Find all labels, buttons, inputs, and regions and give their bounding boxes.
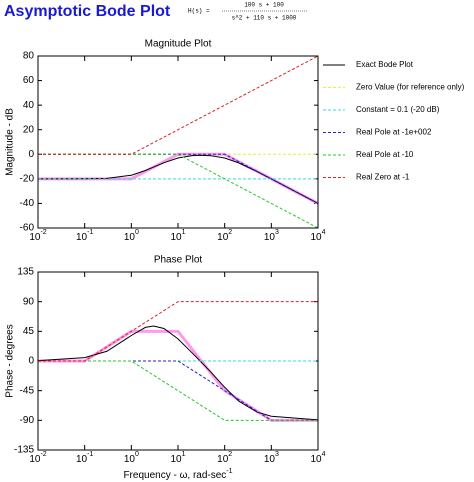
x-tick-base: 10 [310,232,322,243]
x-tick-exponent: 1 [182,451,186,458]
x-tick-label: 101 [170,451,185,465]
x-axis-label: Frequency - ω, rad-sec-1 [123,468,232,481]
y-tick-label: 90 [23,296,35,307]
y-tick-label: -45 [20,385,35,396]
formula-lhs: H(s) = [188,8,210,15]
legend-label: Real Zero at -1 [356,173,410,182]
x-tick-base: 10 [76,454,88,465]
plot-title: Magnitude Plot [145,39,212,50]
x-tick-base: 10 [170,232,182,243]
x-tick-base: 10 [76,232,88,243]
x-tick-exponent: 0 [135,229,139,236]
x-tick-exponent: -2 [40,451,46,458]
x-tick-label: 10-1 [76,229,93,243]
x-tick-base: 10 [217,232,229,243]
x-tick-exponent: 0 [135,451,139,458]
series-line [37,325,319,421]
series-line [37,154,319,204]
y-tick-label: 60 [23,75,35,86]
y-tick-label: 0 [28,356,34,367]
x-tick-base: 10 [217,454,229,465]
y-tick-label: -40 [20,198,35,209]
formula-numerator: 100 s + 100 [244,2,284,9]
y-tick-label: -90 [20,415,35,426]
x-tick-label: 100 [124,451,139,465]
y-tick-label: 135 [17,267,34,278]
series-line [38,301,318,362]
y-tick-label: -60 [20,223,35,234]
legend-label: Zero Value (for reference only) [356,83,465,92]
x-tick-label: 103 [264,451,279,465]
x-tick-exponent: 1 [182,229,186,236]
x-tick-exponent: 2 [228,451,232,458]
x-tick-label: 101 [170,229,185,243]
page-title: Asymptotic Bode Plot [4,3,171,20]
x-tick-exponent: -2 [40,229,46,236]
x-axis-label-text: Frequency - ω, rad-sec [123,470,226,481]
x-tick-label: 104 [310,229,325,243]
plot-frame [37,271,319,451]
x-tick-exponent: 3 [275,451,279,458]
x-tick-label: 10-1 [76,451,93,465]
y-tick-label: 20 [23,124,35,135]
x-tick-label: 104 [310,451,325,465]
y-tick-label: 0 [28,149,34,160]
legend-label: Constant = 0.1 (-20 dB) [356,105,440,114]
x-tick-exponent: 3 [275,229,279,236]
x-tick-label: 10-2 [29,229,46,243]
x-tick-base: 10 [264,454,276,465]
y-tick-label: -135 [14,445,34,456]
y-axis-label: Phase - degrees [5,324,16,397]
legend-label: Real Pole at -1e+002 [356,128,432,137]
x-tick-exponent: 2 [228,229,232,236]
x-tick-exponent: 4 [322,229,326,236]
x-tick-base: 10 [29,454,41,465]
x-axis-label-exponent: -1 [226,468,232,475]
x-tick-exponent: -1 [87,229,93,236]
series-line [38,55,319,155]
y-tick-label: -20 [20,173,35,184]
plot-area [38,56,318,228]
y-tick-label: 40 [23,100,35,111]
x-tick-label: 10-2 [29,451,46,465]
x-tick-base: 10 [170,454,182,465]
x-tick-base: 10 [264,232,276,243]
plot-title: Phase Plot [154,255,203,266]
x-tick-label: 100 [124,229,139,243]
x-tick-label: 102 [217,451,232,465]
y-tick-label: 80 [23,51,35,62]
x-tick-label: 103 [264,229,279,243]
legend-label: Exact Bode Plot [356,60,414,69]
x-tick-base: 10 [124,454,136,465]
formula-denominator: s^2 + 110 s + 1000 [232,15,297,22]
x-tick-base: 10 [29,232,41,243]
y-tick-label: 45 [23,326,35,337]
x-tick-base: 10 [310,454,322,465]
x-tick-exponent: -1 [87,451,93,458]
legend-label: Real Pole at -10 [356,150,414,159]
y-axis-label: Magnitude - dB [5,108,16,176]
x-tick-exponent: 4 [322,451,326,458]
x-tick-base: 10 [124,232,136,243]
x-tick-label: 102 [217,229,232,243]
plot-frame [37,55,319,229]
